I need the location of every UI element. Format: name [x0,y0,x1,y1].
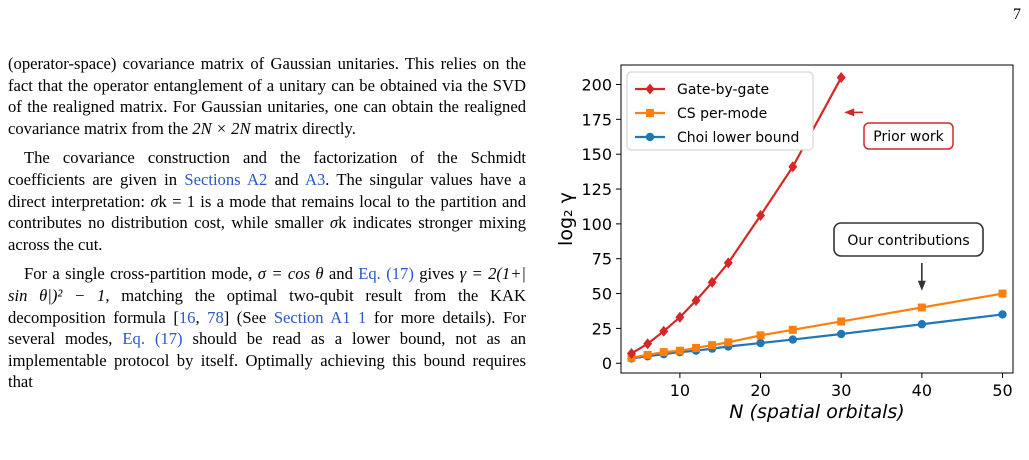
cross-reference-link[interactable]: 16 [178,307,196,327]
data-point [788,325,797,334]
paragraph: (operator-space) covariance matrix of Ga… [8,53,526,139]
x-tick-label: 10 [670,381,690,400]
text-run: , [195,307,208,327]
text-run: should be read as a lower bound, not as … [8,329,526,392]
cross-reference-link[interactable]: Sections A2 [184,169,268,189]
data-point [756,331,765,340]
data-point [836,329,846,339]
text-run: for more details). For several modes, [8,307,526,349]
data-point [659,348,668,357]
series-gate-by-gate [626,72,846,359]
y-tick-label: 75 [592,250,612,269]
data-point [788,161,798,173]
data-point [723,257,733,269]
plot-frame [620,64,1014,374]
legend-entry: Choi lower bound [677,130,799,146]
cross-reference-link[interactable]: Eq. (17) [358,264,414,284]
x-tick-label: 20 [750,381,770,400]
annotation-box-our-contributions [833,222,984,257]
arrowhead [844,108,855,117]
math-expression: γ = 2(1+| sin θ|)² − 1 [8,264,526,305]
y-tick-label: 125 [581,180,612,199]
math-expression: σ [329,213,339,233]
text-run: gives [413,264,460,284]
legend-marker [645,132,655,142]
data-point [998,289,1007,298]
cross-reference-link[interactable]: 78 [207,307,224,327]
legend-marker [645,83,655,95]
legend-entry: CS per-mode [677,106,767,122]
data-point [836,72,846,84]
data-point [756,338,765,348]
data-point [708,341,717,350]
data-point [675,311,685,323]
cross-reference-link[interactable]: A3 [304,169,326,189]
data-point [998,310,1007,319]
data-point [837,317,846,326]
data-point [692,343,701,352]
figure-chart: 10 20 30 40 50 0 25 50 75 100 125 150 175 200 N (spat… [545,60,1025,455]
annotation-our-contributions: Our contributions [847,233,969,249]
legend-marker [646,109,654,117]
annotation-box-prior-work [863,122,954,150]
series-line [631,292,1003,359]
text-run: , matching the optimal two-qubit result … [8,285,526,327]
data-point [756,210,766,222]
x-tick-label: 50 [992,381,1012,400]
text-run: matrix directly. [250,118,356,138]
y-tick-label: 175 [581,110,612,129]
legend: Gate-by-gate CS per-mode Choi lower bound [626,71,814,151]
data-point [707,276,717,288]
data-point [788,335,798,344]
series-line [631,313,1003,360]
y-tick-label: 0 [602,354,612,373]
series-cs-per-mode [627,289,1007,362]
cross-reference-link[interactable]: Section A1 1 [273,307,367,327]
text-run: k = 1 is a mode that remains local to th… [8,191,526,233]
data-point [724,338,733,347]
paragraph: For a single cross-partition mode, σ = c… [8,263,526,393]
text-run: ] (See [223,307,274,327]
data-point [691,295,701,307]
text-run: and [267,169,305,189]
data-point [659,325,669,337]
text-run: and [323,264,359,284]
legend-entry: Gate-by-gate [677,82,769,98]
data-point [675,346,684,355]
data-point [643,350,652,359]
y-tick-label: 25 [592,319,612,338]
data-point [917,303,926,312]
text-column: (operator-space) covariance matrix of Ga… [8,53,526,393]
y-tick-label: 50 [592,285,612,304]
cross-reference-link[interactable]: Eq. (17) [122,329,183,349]
x-axis-label: N (spatial orbitals) [729,401,904,423]
text-run: For a single cross-partition mode, [24,264,258,284]
text-run: . The singular values have a direct inte… [8,169,526,211]
data-point [626,347,636,359]
math-expression: σ = cos θ [257,264,324,284]
text-run: k indicates stronger mixing across the c… [8,213,526,254]
series-line [630,77,843,355]
math-expression: σ [150,191,159,211]
y-tick-label: 200 [581,76,612,95]
y-axis-label: log₂ γ [555,192,577,246]
x-tick-label: 40 [912,381,932,400]
series-choi-lower-bound [627,310,1007,363]
page-number: 7 [1013,6,1021,23]
data-point [643,338,653,350]
data-point [917,320,927,329]
legend-frame [626,71,814,151]
y-tick-label: 150 [581,145,612,164]
paragraph: The covariance construction and the fact… [8,147,526,255]
line-chart: 10 20 30 40 50 0 25 50 75 100 125 150 175 200 N (spat… [555,64,1014,423]
annotation-prior-work: Prior work [873,129,944,145]
y-tick-label: 100 [581,215,612,234]
x-tick-label: 30 [831,381,851,400]
math-expression: 2N × 2N [192,118,251,138]
arrowhead [917,280,926,291]
text-run: The covariance construction and the fact… [8,148,526,189]
text-run: (operator-space) covariance matrix of Ga… [8,54,526,138]
